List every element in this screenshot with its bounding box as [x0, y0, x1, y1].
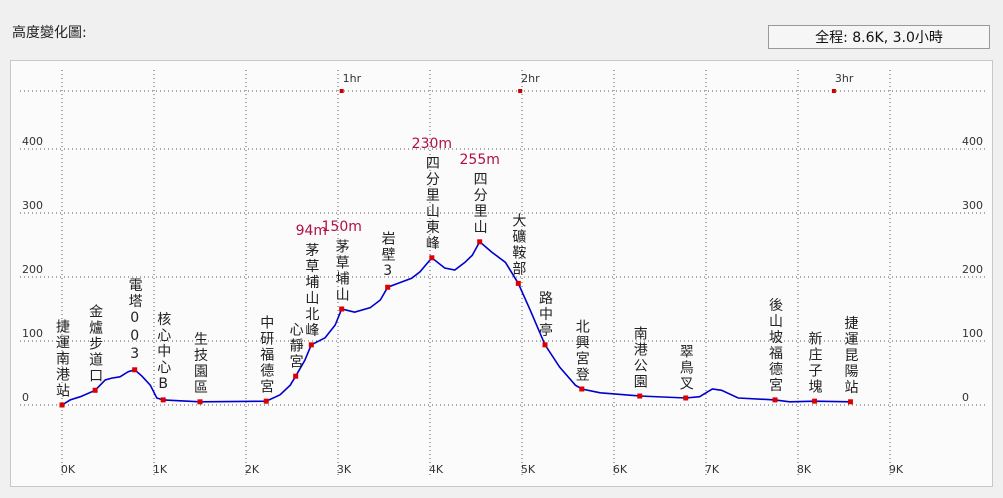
time-mark-label: 2hr	[521, 72, 540, 85]
y-tick-label-right: 300	[962, 199, 983, 212]
waypoint-name: 路中亭	[537, 291, 553, 339]
x-tick-label: 8K	[797, 463, 812, 476]
y-tick-label: 0	[22, 391, 29, 404]
time-mark	[339, 89, 344, 93]
waypoint-name: 後山坡福德宮	[767, 298, 783, 394]
y-tick-label-right: 200	[962, 263, 983, 276]
chart-frame	[10, 60, 993, 487]
waypoint-marker	[683, 395, 689, 401]
waypoint-name: 翠鳥叉	[678, 344, 694, 392]
waypoint-name: 金爐步道口	[87, 304, 103, 384]
waypoint-marker	[812, 398, 818, 404]
waypoint-name: 新庄子塊	[807, 331, 823, 395]
waypoint-marker	[339, 306, 345, 312]
waypoint-name: 茅草埔山北峰	[303, 243, 319, 339]
waypoint-name: 捷運昆陽站	[842, 316, 858, 396]
x-tick-label: 2K	[245, 463, 260, 476]
time-mark	[831, 89, 836, 93]
waypoint-elevation-label: 255m	[460, 152, 500, 168]
waypoint-name: 中研福德宮	[258, 315, 274, 395]
waypoint-elevation-label: 94m	[296, 223, 327, 239]
x-tick-label: 0K	[61, 463, 76, 476]
waypoint-name: 南港公園	[632, 326, 648, 390]
x-tick-label: 3K	[337, 463, 352, 476]
waypoint-elevation-label: 230m	[412, 136, 452, 152]
waypoint-marker	[847, 399, 853, 405]
y-tick-label-right: 0	[962, 391, 969, 404]
waypoint-marker	[385, 284, 391, 290]
waypoint-marker	[308, 342, 314, 348]
y-tick-label: 200	[22, 263, 43, 276]
waypoint-name: 捷運南港站	[54, 319, 70, 399]
waypoint-marker	[92, 387, 98, 393]
x-tick-label: 7K	[705, 463, 720, 476]
waypoint-marker	[429, 255, 435, 261]
waypoint-name: 核心中心B	[155, 312, 171, 394]
y-tick-label-right: 400	[962, 135, 983, 148]
waypoint-marker	[515, 280, 521, 286]
waypoint-name: 電塔003	[127, 278, 143, 364]
waypoint-marker	[197, 399, 203, 405]
time-mark-label: 1hr	[343, 72, 362, 85]
waypoint-marker	[293, 373, 299, 379]
y-tick-label: 400	[22, 135, 43, 148]
x-tick-label: 6K	[613, 463, 628, 476]
waypoint-elevation-label: 150m	[322, 219, 362, 235]
panel-title: 高度變化圖:	[12, 25, 87, 41]
time-mark	[518, 89, 523, 93]
waypoint-marker	[477, 239, 483, 245]
waypoint-marker	[772, 397, 778, 403]
y-tick-label-right: 100	[962, 327, 983, 340]
waypoint-name: 茅草埔山	[334, 239, 350, 303]
waypoint-name: 大礦鞍部	[510, 213, 526, 277]
waypoint-name: 生技園區	[192, 332, 208, 396]
x-tick-label: 1K	[153, 463, 168, 476]
waypoint-marker	[637, 393, 643, 399]
waypoint-name: 四分里山東峰	[424, 156, 440, 252]
x-tick-label: 5K	[521, 463, 536, 476]
waypoint-marker	[160, 397, 166, 403]
waypoint-marker	[263, 398, 269, 404]
waypoint-name: 北興宮登	[574, 319, 590, 383]
time-mark-label: 3hr	[835, 72, 854, 85]
waypoint-marker	[59, 402, 65, 408]
waypoint-name: 岩壁3	[380, 231, 396, 281]
x-tick-label: 9K	[889, 463, 904, 476]
waypoint-marker	[542, 342, 548, 348]
y-tick-label: 100	[22, 327, 43, 340]
waypoint-name: 心靜宮	[288, 322, 304, 370]
waypoint-name: 四分里山	[472, 172, 488, 236]
waypoint-marker	[132, 367, 138, 373]
y-tick-label: 300	[22, 199, 43, 212]
waypoint-marker	[579, 386, 585, 392]
x-tick-label: 4K	[429, 463, 444, 476]
route-summary: 全程: 8.6K, 3.0小時	[768, 25, 990, 49]
